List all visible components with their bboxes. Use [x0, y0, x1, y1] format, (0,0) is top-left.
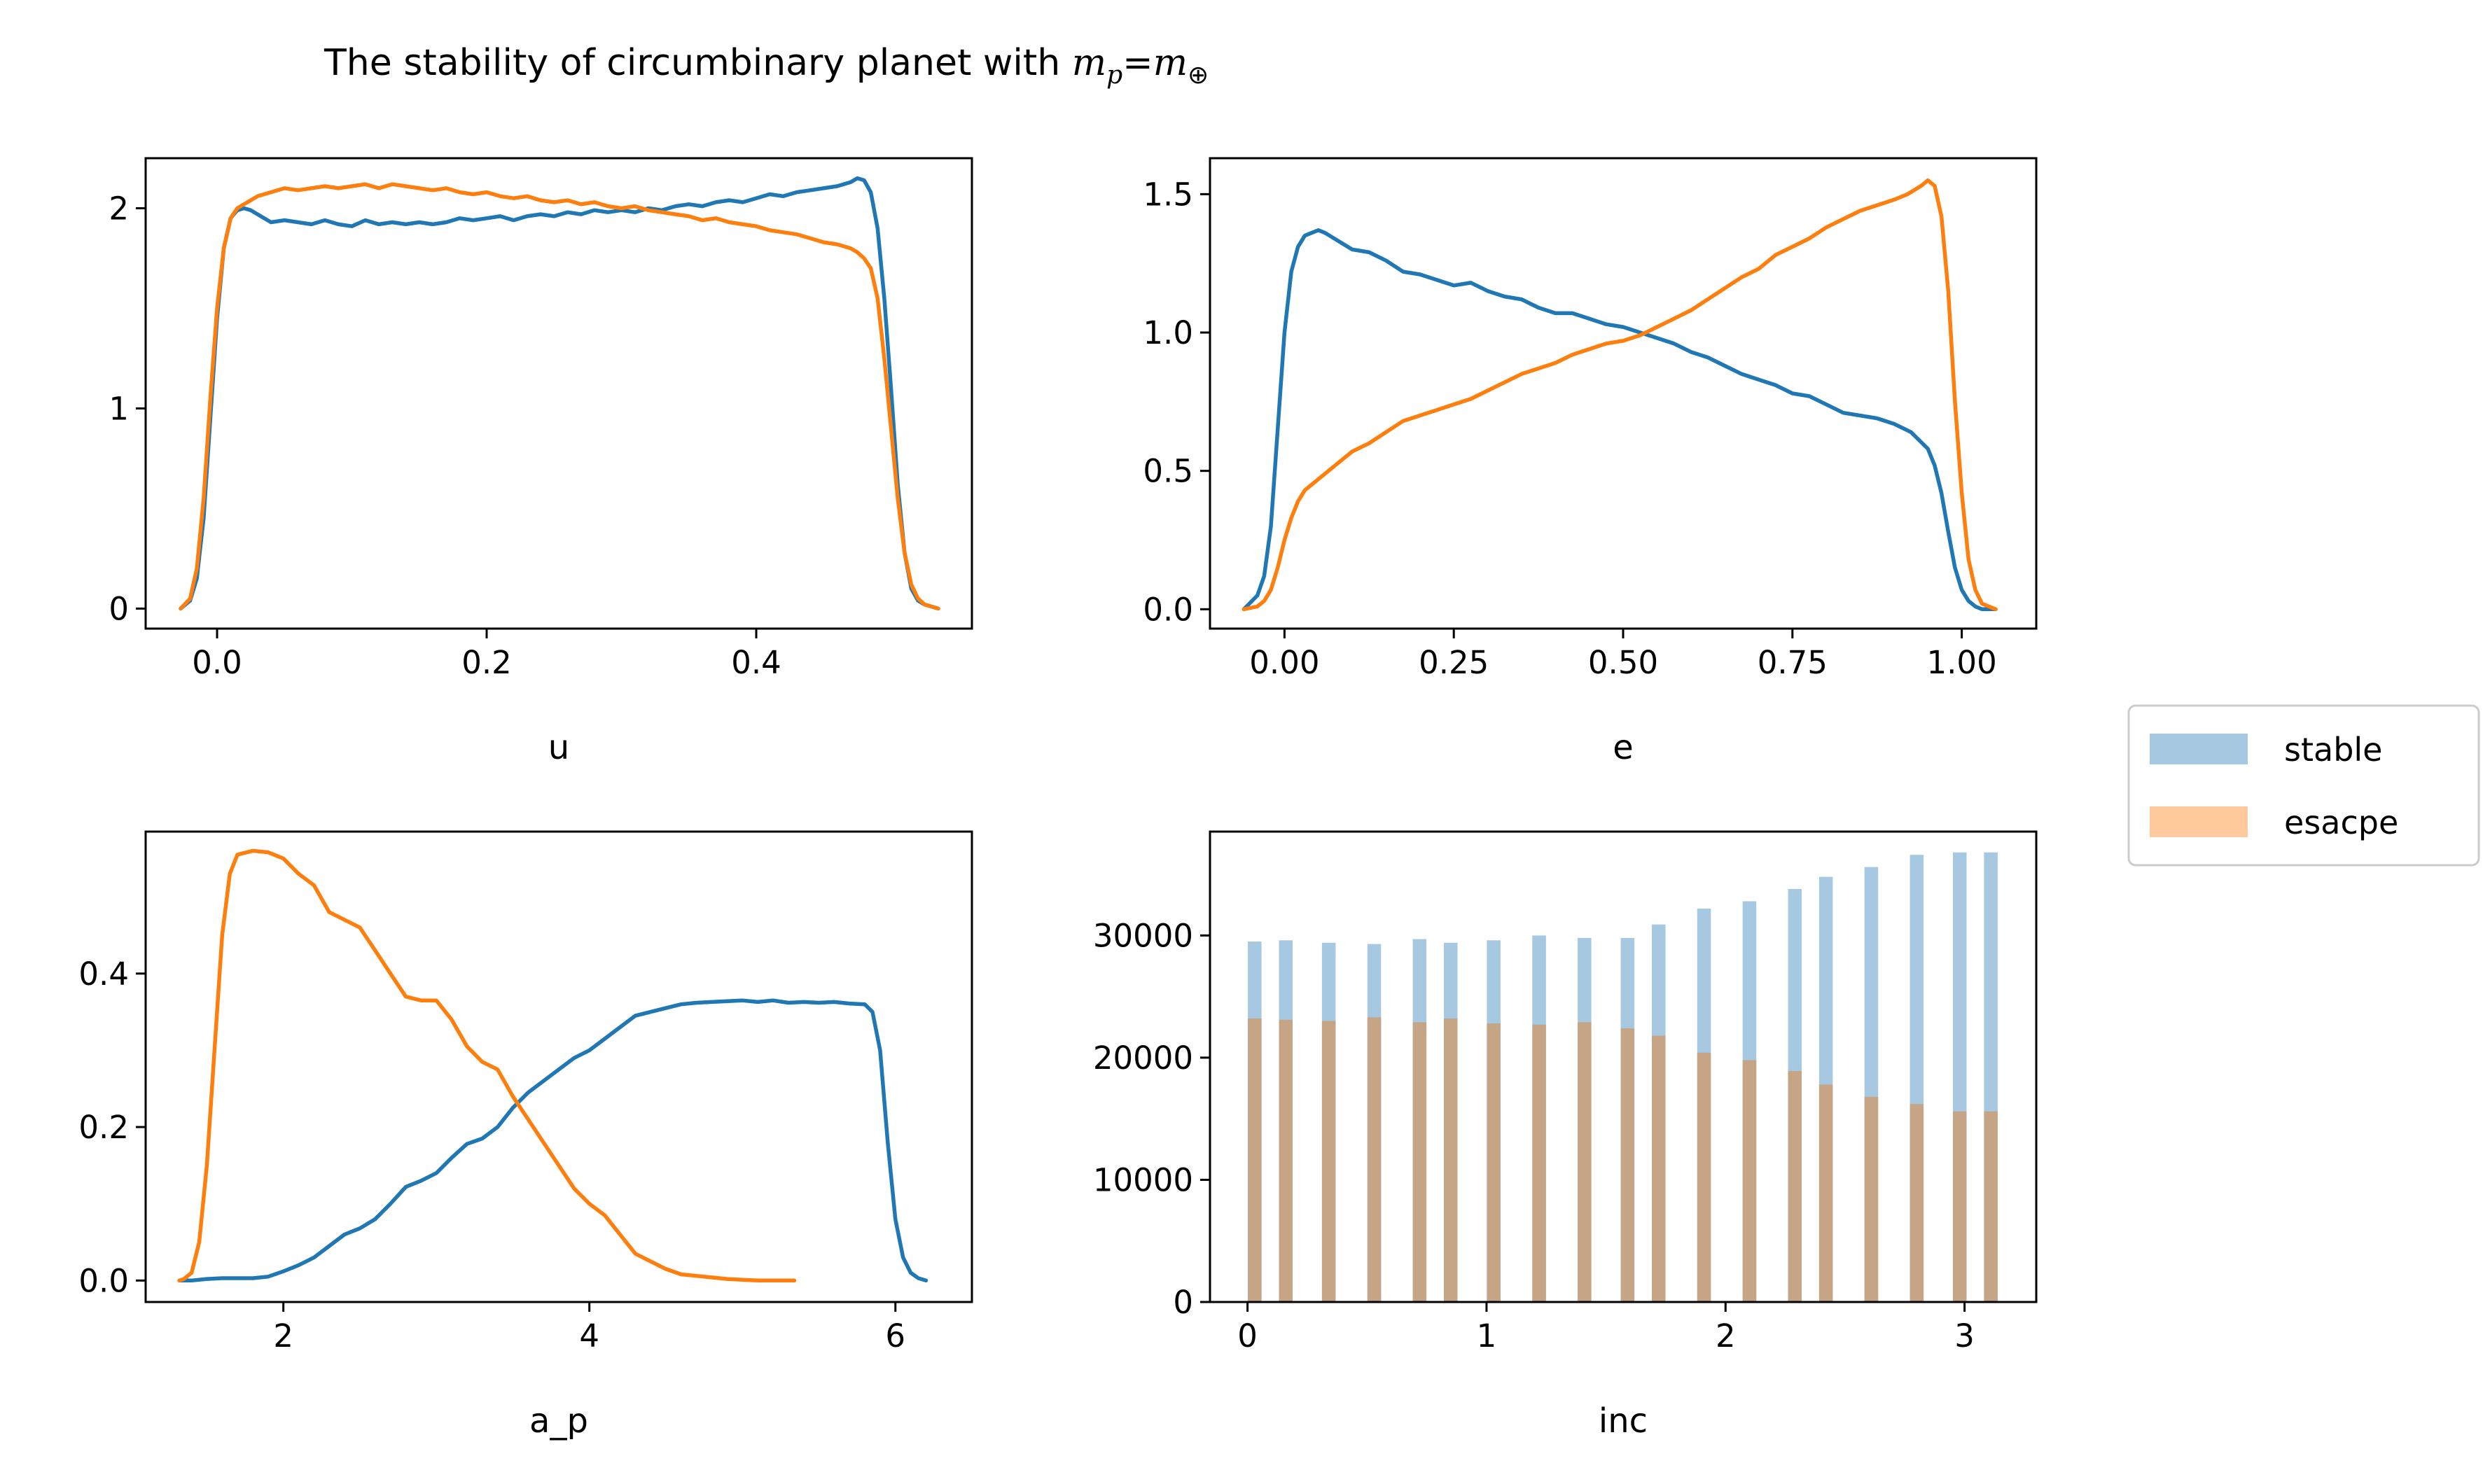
- x-tick-label: 0.2: [461, 644, 512, 681]
- y-tick-label: 10000: [1093, 1161, 1193, 1198]
- figure-title: The stability of circumbinary planet wit…: [324, 42, 1209, 90]
- y-tick-label: 0.2: [78, 1109, 129, 1146]
- x-tick-label: 0.25: [1419, 644, 1489, 681]
- legend-label-stable: stable: [2284, 731, 2382, 769]
- x-tick-label: 2: [273, 1317, 293, 1354]
- escape-density-line: [177, 848, 797, 1283]
- stable-density-line: [179, 176, 940, 611]
- x-tick-label: 0.4: [731, 644, 781, 681]
- plot-area: [179, 176, 940, 611]
- panel-e-density: 0.00 0.25 0.50 0.75 1.00 0.0 0.5 1.0 1.5 e: [1143, 157, 2038, 767]
- axes-frame: [144, 830, 973, 1303]
- y-tick-label: 0: [1173, 1284, 1193, 1321]
- y-tick-label: 1: [109, 390, 129, 427]
- legend-swatch-stable: [2150, 734, 2248, 764]
- x-tick-label: 1.00: [1927, 644, 1997, 681]
- y-tick-label: 0.4: [78, 955, 129, 993]
- x-axis-label-u: u: [548, 728, 569, 767]
- legend-swatch-esacpe: [2150, 806, 2248, 837]
- legend-label-esacpe: esacpe: [2284, 804, 2398, 841]
- y-tick-label: 30000: [1093, 917, 1193, 954]
- escape-bar: [1321, 1021, 1336, 1302]
- y-tick-label: 1.5: [1143, 176, 1193, 213]
- escape-bar: [1620, 1028, 1635, 1302]
- escape-bar: [1532, 1024, 1546, 1302]
- escape-bar: [1742, 1060, 1757, 1302]
- escape-bar: [1953, 1111, 1967, 1302]
- x-tick-label: 1: [1477, 1317, 1497, 1354]
- plot-area: [1241, 178, 1998, 612]
- escape-bar: [1864, 1096, 1879, 1302]
- escape-bar: [1578, 1022, 1592, 1302]
- stable-density-line: [1241, 228, 1998, 612]
- escape-density-line: [179, 182, 940, 611]
- x-tick-label: 0.50: [1588, 644, 1658, 681]
- escape-density-line: [1241, 178, 1998, 612]
- x-axis-label-inc: inc: [1599, 1401, 1648, 1441]
- y-tick-label: 20000: [1093, 1040, 1193, 1077]
- escape-bar: [1444, 1018, 1458, 1302]
- x-axis-label-e: e: [1613, 728, 1634, 767]
- x-tick-label: 2: [1716, 1317, 1736, 1354]
- escape-bar: [1652, 1035, 1666, 1302]
- panel-u-density: 0.0 0.2 0.4 0 1 2 u: [109, 157, 973, 767]
- y-tick-label: 0.5: [1143, 453, 1193, 490]
- x-axis-label-a-p: a_p: [529, 1401, 588, 1441]
- axes-frame: [1209, 830, 2038, 1303]
- x-tick-label: 3: [1954, 1317, 1975, 1354]
- escape-bar: [1279, 1019, 1293, 1302]
- x-tick-label: 6: [885, 1317, 905, 1354]
- y-tick-label: 1.0: [1143, 314, 1193, 351]
- x-tick-label: 0.00: [1249, 644, 1319, 681]
- escape-bar: [1818, 1084, 1833, 1302]
- stable-density-line: [177, 998, 928, 1283]
- x-tick-label: 4: [579, 1317, 599, 1354]
- x-tick-label: 0.0: [192, 644, 242, 681]
- x-tick-label: 0: [1237, 1317, 1258, 1354]
- escape-bar: [1910, 1104, 1924, 1302]
- y-tick-label: 2: [109, 190, 129, 227]
- panel-inc-histogram: 0 1 2 3 0 10000 20000 30000 inc: [1093, 830, 2038, 1441]
- title-math-equals: =: [1122, 42, 1153, 84]
- title-math-sub-earth: ⊕: [1188, 61, 1209, 90]
- escape-bar: [1788, 1071, 1802, 1302]
- y-tick-label: 0.0: [1143, 591, 1193, 628]
- x-tick-label: 0.75: [1758, 644, 1828, 681]
- escape-bar: [1412, 1022, 1427, 1302]
- figure-title-text: The stability of circumbinary planet wit…: [324, 42, 1072, 84]
- title-math-m-earth: m: [1153, 42, 1188, 84]
- panel-ap-density: 2 4 6 0.0 0.2 0.4 a_p: [78, 830, 973, 1441]
- plot-area: [177, 848, 928, 1283]
- y-tick-label: 0.0: [78, 1262, 129, 1299]
- title-math-m: m: [1072, 42, 1106, 84]
- escape-bar: [1367, 1017, 1382, 1302]
- y-tick-label: 0: [109, 590, 129, 627]
- plot-area: [1248, 852, 1998, 1302]
- escape-bar: [1984, 1111, 1998, 1302]
- legend: stable esacpe: [2127, 704, 2480, 867]
- escape-bar: [1487, 1023, 1501, 1302]
- escape-bar: [1697, 1052, 1711, 1302]
- escape-bar: [1248, 1018, 1262, 1302]
- title-math-sub-p: p: [1106, 61, 1122, 90]
- axes-frame: [144, 157, 973, 630]
